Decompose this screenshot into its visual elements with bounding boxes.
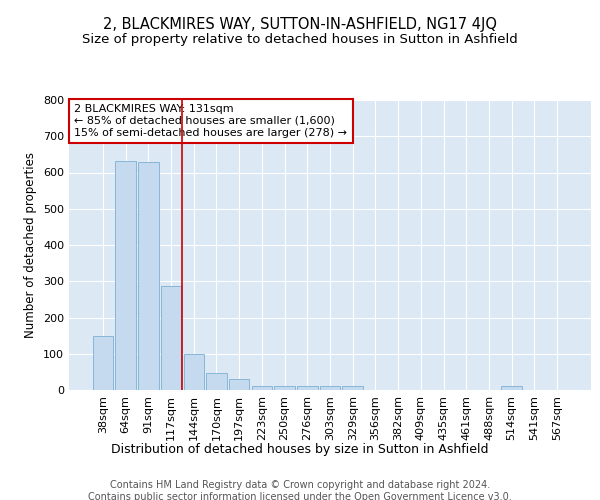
Bar [297,386,317,390]
Bar [274,386,295,390]
Bar [184,354,204,390]
Bar [206,374,227,390]
Bar [320,386,340,390]
Bar [343,386,363,390]
Bar [502,386,522,390]
Bar [138,162,158,390]
Text: 2, BLACKMIRES WAY, SUTTON-IN-ASHFIELD, NG17 4JQ: 2, BLACKMIRES WAY, SUTTON-IN-ASHFIELD, N… [103,18,497,32]
Text: 2 BLACKMIRES WAY: 131sqm
← 85% of detached houses are smaller (1,600)
15% of sem: 2 BLACKMIRES WAY: 131sqm ← 85% of detach… [74,104,347,138]
Bar [115,160,136,390]
Text: Distribution of detached houses by size in Sutton in Ashfield: Distribution of detached houses by size … [111,442,489,456]
Text: Contains HM Land Registry data © Crown copyright and database right 2024.
Contai: Contains HM Land Registry data © Crown c… [88,480,512,500]
Text: Size of property relative to detached houses in Sutton in Ashfield: Size of property relative to detached ho… [82,32,518,46]
Bar [229,379,250,390]
Bar [93,336,113,390]
Bar [161,286,181,390]
Bar [251,386,272,390]
Y-axis label: Number of detached properties: Number of detached properties [25,152,37,338]
